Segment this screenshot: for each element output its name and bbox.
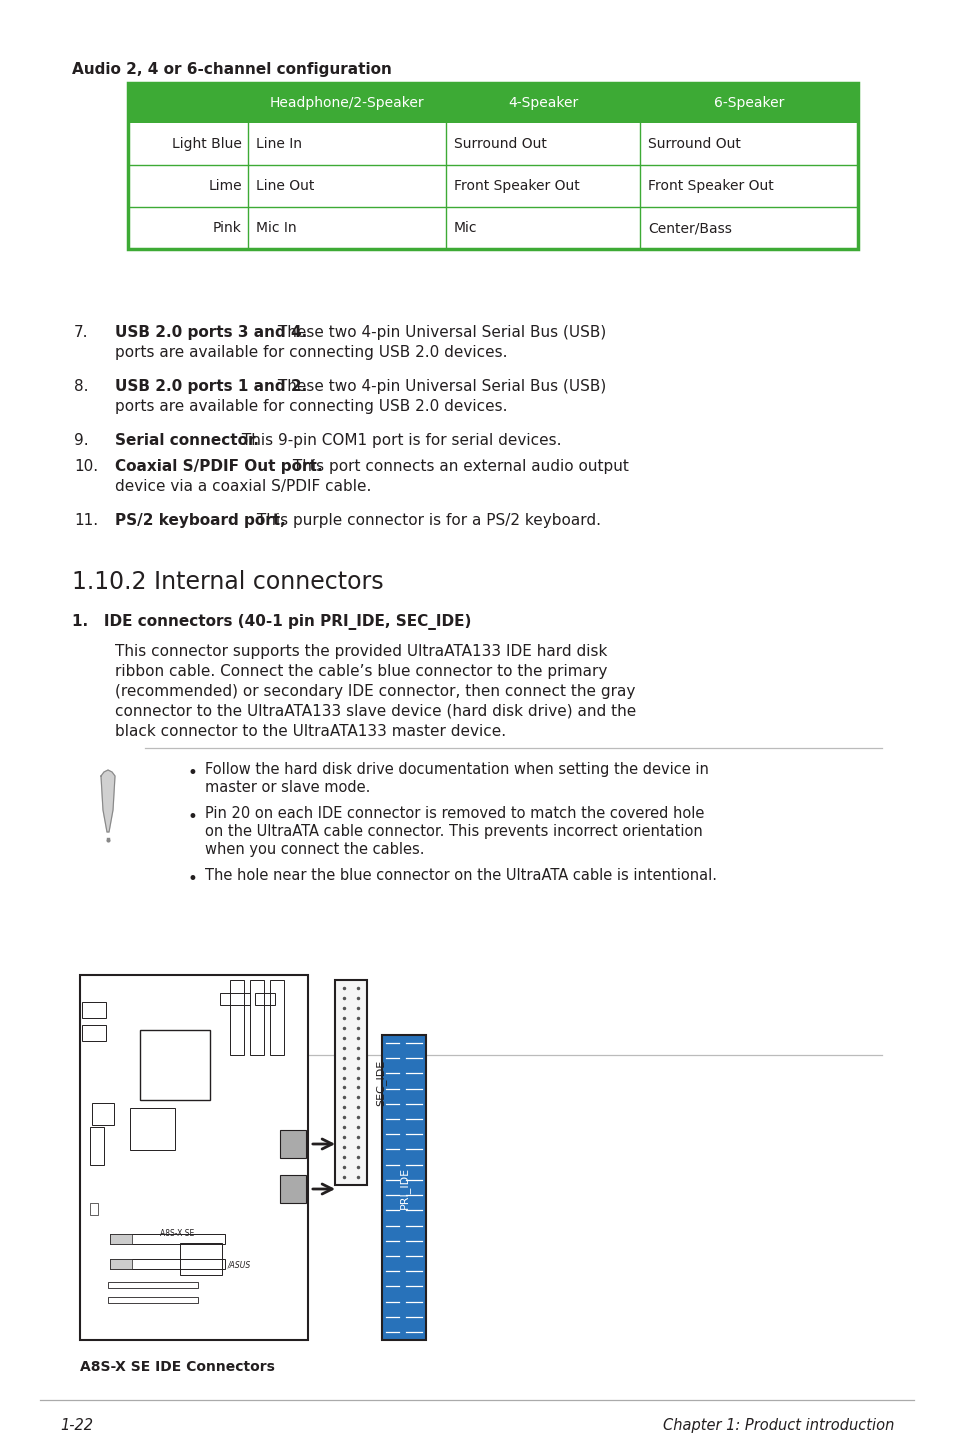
Bar bbox=[128, 83, 857, 249]
Text: •: • bbox=[187, 870, 196, 889]
Text: PS/2 keyboard port,: PS/2 keyboard port, bbox=[115, 513, 286, 528]
Text: Surround Out: Surround Out bbox=[454, 137, 546, 151]
Bar bbox=[270, 981, 284, 1055]
Text: 1-22: 1-22 bbox=[60, 1418, 92, 1434]
Text: Serial connector.: Serial connector. bbox=[115, 433, 258, 449]
Bar bbox=[335, 981, 367, 1185]
Bar bbox=[108, 1283, 198, 1288]
Text: PRI_IDE: PRI_IDE bbox=[398, 1166, 409, 1208]
Text: when you connect the cables.: when you connect the cables. bbox=[205, 843, 424, 857]
Text: device via a coaxial S/PDIF cable.: device via a coaxial S/PDIF cable. bbox=[115, 479, 371, 495]
Text: 8.: 8. bbox=[74, 380, 89, 394]
Text: connector to the UltraATA133 slave device (hard disk drive) and the: connector to the UltraATA133 slave devic… bbox=[115, 705, 636, 719]
Text: Surround Out: Surround Out bbox=[647, 137, 740, 151]
Bar bbox=[110, 1234, 132, 1244]
Text: Pin 20 on each IDE connector is removed to match the covered hole: Pin 20 on each IDE connector is removed … bbox=[205, 807, 703, 821]
Bar bbox=[180, 1242, 222, 1276]
Bar bbox=[90, 1127, 104, 1165]
Text: black connector to the UltraATA133 master device.: black connector to the UltraATA133 maste… bbox=[115, 723, 506, 739]
Text: A8S-X SE: A8S-X SE bbox=[160, 1228, 194, 1238]
Bar bbox=[128, 83, 857, 124]
Text: This 9-pin COM1 port is for serial devices.: This 9-pin COM1 port is for serial devic… bbox=[237, 433, 561, 449]
Bar bbox=[250, 981, 264, 1055]
Bar bbox=[280, 1175, 306, 1204]
Text: A8S-X SE IDE Connectors: A8S-X SE IDE Connectors bbox=[80, 1360, 274, 1373]
Text: 1.10.2 Internal connectors: 1.10.2 Internal connectors bbox=[71, 569, 383, 594]
Bar bbox=[254, 994, 274, 1005]
Bar bbox=[128, 124, 857, 249]
Text: on the UltraATA cable connector. This prevents incorrect orientation: on the UltraATA cable connector. This pr… bbox=[205, 824, 702, 838]
Text: Lime: Lime bbox=[208, 178, 242, 193]
Text: Front Speaker Out: Front Speaker Out bbox=[647, 178, 773, 193]
Text: 9.: 9. bbox=[74, 433, 89, 449]
Polygon shape bbox=[101, 769, 115, 833]
Text: Headphone/2-Speaker: Headphone/2-Speaker bbox=[270, 96, 424, 109]
Text: Line In: Line In bbox=[255, 137, 302, 151]
Bar bbox=[130, 1109, 174, 1150]
Text: /ASUS: /ASUS bbox=[228, 1261, 251, 1270]
Text: This connector supports the provided UltraATA133 IDE hard disk: This connector supports the provided Ult… bbox=[115, 644, 607, 659]
Text: 10.: 10. bbox=[74, 459, 98, 475]
Bar bbox=[82, 1002, 106, 1018]
Bar bbox=[110, 1260, 132, 1268]
Text: Line Out: Line Out bbox=[255, 178, 314, 193]
Text: These two 4-pin Universal Serial Bus (USB): These two 4-pin Universal Serial Bus (US… bbox=[274, 325, 606, 339]
Text: ports are available for connecting USB 2.0 devices.: ports are available for connecting USB 2… bbox=[115, 398, 507, 414]
Text: •: • bbox=[187, 764, 196, 782]
Bar bbox=[110, 1234, 225, 1244]
Text: Follow the hard disk drive documentation when setting the device in: Follow the hard disk drive documentation… bbox=[205, 762, 708, 777]
Bar bbox=[220, 994, 250, 1005]
Text: Light Blue: Light Blue bbox=[172, 137, 242, 151]
Text: Mic: Mic bbox=[454, 221, 477, 234]
Bar bbox=[280, 1130, 306, 1158]
Bar bbox=[80, 975, 308, 1340]
Text: This purple connector is for a PS/2 keyboard.: This purple connector is for a PS/2 keyb… bbox=[252, 513, 600, 528]
Bar bbox=[381, 1035, 426, 1340]
Text: Chapter 1: Product introduction: Chapter 1: Product introduction bbox=[662, 1418, 893, 1434]
Text: ribbon cable. Connect the cable’s blue connector to the primary: ribbon cable. Connect the cable’s blue c… bbox=[115, 664, 607, 679]
Text: Mic In: Mic In bbox=[255, 221, 296, 234]
Bar bbox=[110, 1260, 225, 1268]
Text: This port connects an external audio output: This port connects an external audio out… bbox=[288, 459, 628, 475]
Bar bbox=[90, 1204, 98, 1215]
Text: 7.: 7. bbox=[74, 325, 89, 339]
Text: 4-Speaker: 4-Speaker bbox=[507, 96, 578, 109]
Text: (recommended) or secondary IDE connector, then connect the gray: (recommended) or secondary IDE connector… bbox=[115, 684, 635, 699]
Bar bbox=[108, 1297, 198, 1303]
Text: Center/Bass: Center/Bass bbox=[647, 221, 731, 234]
Text: 6-Speaker: 6-Speaker bbox=[713, 96, 783, 109]
Text: USB 2.0 ports 3 and 4.: USB 2.0 ports 3 and 4. bbox=[115, 325, 307, 339]
Text: 1.   IDE connectors (40-1 pin PRI_IDE, SEC_IDE): 1. IDE connectors (40-1 pin PRI_IDE, SEC… bbox=[71, 614, 471, 630]
Bar bbox=[230, 981, 244, 1055]
Bar bbox=[82, 1025, 106, 1041]
Text: Front Speaker Out: Front Speaker Out bbox=[454, 178, 579, 193]
Text: SEC_IDE: SEC_IDE bbox=[375, 1060, 386, 1106]
Bar bbox=[91, 1103, 113, 1125]
Bar bbox=[140, 1030, 210, 1100]
Text: These two 4-pin Universal Serial Bus (USB): These two 4-pin Universal Serial Bus (US… bbox=[274, 380, 606, 394]
Text: USB 2.0 ports 1 and 2.: USB 2.0 ports 1 and 2. bbox=[115, 380, 307, 394]
Text: 11.: 11. bbox=[74, 513, 98, 528]
Text: •: • bbox=[187, 808, 196, 825]
Text: ports are available for connecting USB 2.0 devices.: ports are available for connecting USB 2… bbox=[115, 345, 507, 360]
Text: Audio 2, 4 or 6-channel configuration: Audio 2, 4 or 6-channel configuration bbox=[71, 62, 392, 78]
Text: master or slave mode.: master or slave mode. bbox=[205, 779, 370, 795]
Text: Coaxial S/PDIF Out port.: Coaxial S/PDIF Out port. bbox=[115, 459, 322, 475]
Text: The hole near the blue connector on the UltraATA cable is intentional.: The hole near the blue connector on the … bbox=[205, 869, 717, 883]
Text: Pink: Pink bbox=[213, 221, 242, 234]
